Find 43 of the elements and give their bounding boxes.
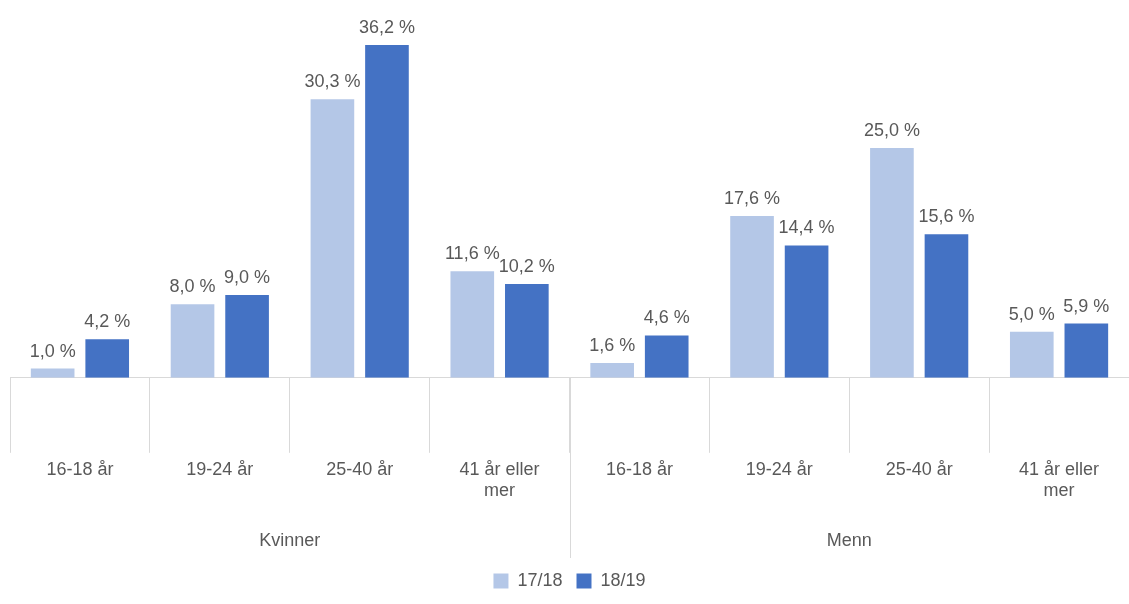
- text: Kvinner: [259, 530, 321, 550]
- data-label: 10,2 %: [498, 255, 555, 276]
- data-label: 15,6 %: [918, 206, 975, 227]
- bar: [784, 245, 829, 378]
- bar: [85, 339, 130, 378]
- data-label: 25,0 %: [863, 119, 920, 140]
- bar: [1064, 323, 1109, 378]
- bar: [505, 284, 549, 378]
- data-label: 17,6 %: [724, 187, 781, 208]
- data-label: 5,0 %: [1008, 303, 1055, 324]
- data-label: 8,0 %: [169, 276, 216, 297]
- data-label: 11,6 %: [444, 243, 500, 264]
- x-tick-label: 41 år eller mer: [1019, 458, 1100, 501]
- text: Menn: [826, 530, 872, 550]
- x-tick-label: 19-24 år: [745, 458, 813, 479]
- bar: [644, 335, 689, 378]
- data-label: 4,2 %: [84, 311, 131, 332]
- bar: [590, 363, 634, 378]
- bar: [450, 271, 495, 378]
- bar: [170, 304, 215, 378]
- bar: [225, 295, 269, 378]
- bar: [924, 234, 969, 378]
- legend-label: 17/18: [517, 569, 563, 590]
- data-label: 9,0 %: [224, 267, 271, 288]
- data-label: 1,6 %: [589, 335, 636, 356]
- bar: [1009, 331, 1054, 378]
- data-label: 36,2 %: [358, 16, 415, 37]
- data-label: 5,9 %: [1063, 295, 1110, 316]
- data-label: 30,3 %: [304, 71, 361, 92]
- x-tick-label: 25-40 år: [326, 458, 394, 479]
- bar: [365, 44, 409, 378]
- data-label: 4,6 %: [643, 307, 690, 328]
- legend-label: 18/19: [600, 569, 646, 590]
- data-label: 1,0 %: [29, 340, 76, 361]
- bar: [870, 147, 914, 378]
- x-tick-label: 19-24 år: [186, 458, 254, 479]
- x-tick-label: 25-40 år: [885, 458, 953, 479]
- data-label: 14,4 %: [778, 217, 835, 238]
- x-tick-label: 41 år eller mer: [459, 458, 540, 501]
- x-tick-label: 16-18 år: [605, 458, 673, 479]
- bar: [730, 215, 774, 378]
- bar: [310, 99, 355, 378]
- x-tick-label: 16-18 år: [46, 458, 114, 479]
